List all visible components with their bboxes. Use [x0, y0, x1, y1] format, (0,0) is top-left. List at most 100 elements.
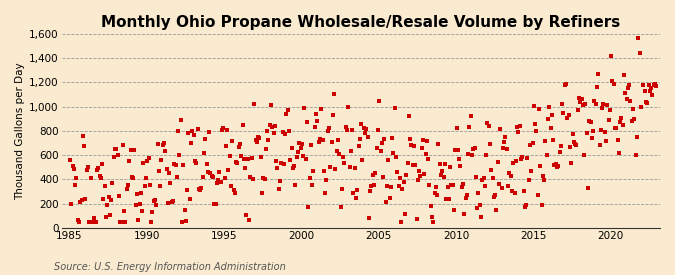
- Point: [128, 175, 138, 180]
- Point: [361, 126, 372, 131]
- Point: [161, 166, 172, 171]
- Point: [502, 146, 512, 151]
- Point: [313, 140, 324, 144]
- Point: [411, 217, 422, 221]
- Point: [419, 172, 430, 176]
- Point: [321, 178, 332, 182]
- Point: [98, 197, 109, 202]
- Point: [246, 156, 257, 160]
- Point: [433, 142, 444, 146]
- Point: [388, 151, 399, 155]
- Point: [209, 202, 219, 207]
- Point: [251, 140, 262, 144]
- Point: [360, 131, 371, 135]
- Point: [470, 175, 481, 180]
- Point: [577, 103, 588, 107]
- Point: [424, 183, 435, 188]
- Point: [364, 189, 375, 193]
- Point: [408, 144, 419, 149]
- Point: [477, 178, 488, 183]
- Point: [112, 152, 123, 157]
- Point: [124, 159, 134, 163]
- Point: [137, 208, 148, 213]
- Point: [356, 122, 367, 127]
- Point: [187, 129, 198, 133]
- Point: [290, 183, 301, 187]
- Point: [308, 168, 319, 173]
- Point: [381, 184, 392, 188]
- Point: [536, 202, 547, 207]
- Point: [295, 146, 306, 150]
- Point: [601, 139, 612, 143]
- Point: [610, 126, 620, 131]
- Point: [159, 141, 169, 145]
- Point: [261, 147, 271, 151]
- Point: [509, 191, 520, 196]
- Point: [518, 188, 529, 193]
- Point: [109, 147, 120, 152]
- Point: [228, 188, 239, 192]
- Point: [271, 159, 281, 163]
- Point: [486, 168, 497, 172]
- Point: [562, 116, 573, 120]
- Point: [157, 143, 168, 147]
- Point: [166, 199, 177, 204]
- Point: [414, 169, 425, 173]
- Point: [197, 175, 208, 179]
- Point: [115, 220, 126, 224]
- Point: [214, 170, 225, 174]
- Point: [236, 154, 247, 158]
- Point: [167, 199, 178, 203]
- Point: [593, 72, 603, 76]
- Point: [489, 194, 500, 199]
- Point: [173, 129, 184, 133]
- Point: [406, 143, 417, 147]
- Point: [392, 170, 403, 175]
- Point: [464, 125, 475, 129]
- Point: [248, 177, 259, 181]
- Point: [475, 202, 485, 207]
- Point: [607, 79, 618, 83]
- Point: [333, 138, 344, 142]
- Point: [384, 196, 395, 200]
- Point: [639, 89, 650, 93]
- Point: [348, 191, 359, 195]
- Point: [103, 195, 114, 199]
- Point: [352, 188, 362, 192]
- Point: [380, 199, 391, 204]
- Point: [487, 175, 498, 180]
- Point: [572, 108, 583, 112]
- Point: [385, 185, 396, 189]
- Point: [412, 177, 423, 182]
- Point: [389, 106, 400, 111]
- Point: [237, 123, 248, 127]
- Point: [570, 141, 580, 146]
- Point: [468, 147, 479, 152]
- Point: [625, 98, 636, 103]
- Point: [317, 138, 328, 142]
- Point: [605, 54, 616, 58]
- Point: [446, 183, 457, 188]
- Point: [506, 174, 516, 178]
- Point: [628, 106, 639, 111]
- Point: [454, 156, 464, 161]
- Point: [416, 146, 427, 151]
- Point: [150, 197, 161, 202]
- Point: [357, 158, 368, 162]
- Point: [267, 125, 277, 130]
- Point: [482, 120, 493, 125]
- Point: [254, 136, 265, 141]
- Point: [76, 198, 87, 202]
- Point: [279, 131, 290, 136]
- Point: [427, 214, 437, 219]
- Point: [312, 119, 323, 124]
- Point: [394, 176, 405, 180]
- Point: [138, 160, 148, 165]
- Point: [648, 83, 659, 88]
- Point: [191, 161, 202, 165]
- Point: [441, 197, 452, 201]
- Point: [101, 215, 111, 219]
- Point: [608, 82, 619, 86]
- Point: [571, 143, 582, 147]
- Point: [323, 126, 334, 130]
